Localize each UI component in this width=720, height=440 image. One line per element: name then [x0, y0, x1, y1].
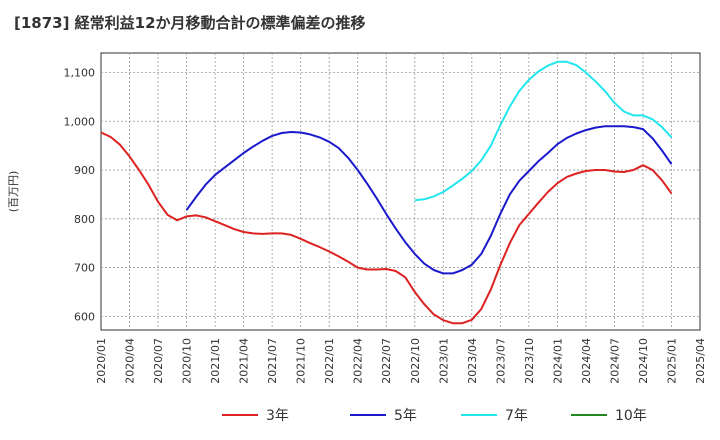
series-line-3 [414, 60, 673, 202]
chart-title: [1873] 経常利益12か月移動合計の標準偏差の推移 [14, 14, 366, 32]
x-tick-label: 2022/10 [409, 338, 422, 384]
x-tick-label: 2024/04 [580, 338, 593, 384]
x-tick-label: 2021/01 [209, 338, 222, 384]
x-tick-label: 2021/07 [266, 338, 279, 384]
x-tick-label: 2024/07 [608, 338, 621, 384]
x-tick-label: 2021/04 [238, 338, 251, 384]
x-tick-label: 2023/07 [494, 338, 507, 384]
x-tick-label: 2020/04 [124, 338, 137, 384]
y-axis-label: (百万円) [7, 171, 20, 213]
x-tick-label: 2025/04 [694, 338, 707, 384]
legend-label-1: 3年 [266, 408, 289, 424]
legend-label-2: 5年 [394, 408, 417, 424]
x-tick-label: 2023/01 [437, 338, 450, 384]
legend-label-3: 7年 [505, 408, 528, 424]
y-tick-label: 1,100 [64, 67, 96, 80]
x-tick-label: 2023/10 [523, 338, 536, 384]
y-tick-label: 700 [74, 262, 95, 275]
x-tick-label: 2022/04 [352, 338, 365, 384]
y-tick-label: 800 [74, 213, 95, 226]
series-line-1 [100, 131, 673, 325]
x-tick-label: 2024/01 [551, 338, 564, 384]
x-tick-label: 2025/01 [665, 338, 678, 384]
plot-area [100, 52, 701, 331]
x-tick-label: 2024/10 [637, 338, 650, 384]
x-tick-label: 2020/07 [152, 338, 165, 384]
x-tick-label: 2021/10 [295, 338, 308, 384]
x-tick-label: 2020/01 [95, 338, 108, 384]
series-line-2 [185, 125, 673, 275]
y-tick-label: 600 [74, 310, 95, 323]
x-tick-label: 2022/07 [380, 338, 393, 384]
x-tick-label: 2023/04 [466, 338, 479, 384]
y-tick-label: 1,000 [64, 115, 96, 128]
x-tick-label: 2020/10 [181, 338, 194, 384]
x-tick-label: 2022/01 [323, 338, 336, 384]
legend-label-4: 10年 [615, 408, 647, 424]
y-tick-label: 900 [74, 164, 95, 177]
